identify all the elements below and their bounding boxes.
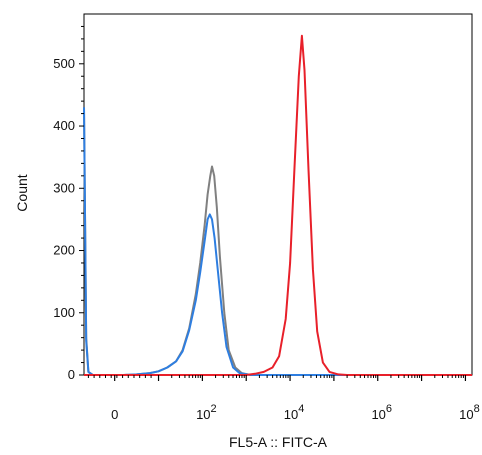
- y-tick-label: 200: [53, 243, 75, 258]
- series-line-1: [83, 107, 472, 376]
- y-axis: 0 100 200 300 400 500: [53, 25, 84, 382]
- series-line-2: [83, 107, 472, 376]
- y-tick-label: 300: [53, 180, 75, 195]
- y-tick-label: 400: [53, 118, 75, 133]
- x-axis-title: FL5-A :: FITC-A: [229, 434, 328, 450]
- y-axis-title: Count: [14, 174, 30, 211]
- y-tick-label: 0: [68, 367, 75, 382]
- x-tick-label: 108: [459, 403, 480, 422]
- x-tick-label: 102: [196, 403, 217, 422]
- plot-frame: [83, 13, 473, 376]
- y-tick-label: 100: [53, 305, 75, 320]
- y-tick-label: 500: [53, 56, 75, 71]
- x-axis: 0 102 104 106 108: [87, 375, 480, 422]
- series-line-3: [84, 34, 472, 376]
- plot-area: [83, 13, 473, 376]
- series-layer: [83, 34, 472, 376]
- x-tick-label: 0: [111, 407, 118, 422]
- x-tick-label: 104: [284, 403, 305, 422]
- x-tick-label: 106: [371, 403, 392, 422]
